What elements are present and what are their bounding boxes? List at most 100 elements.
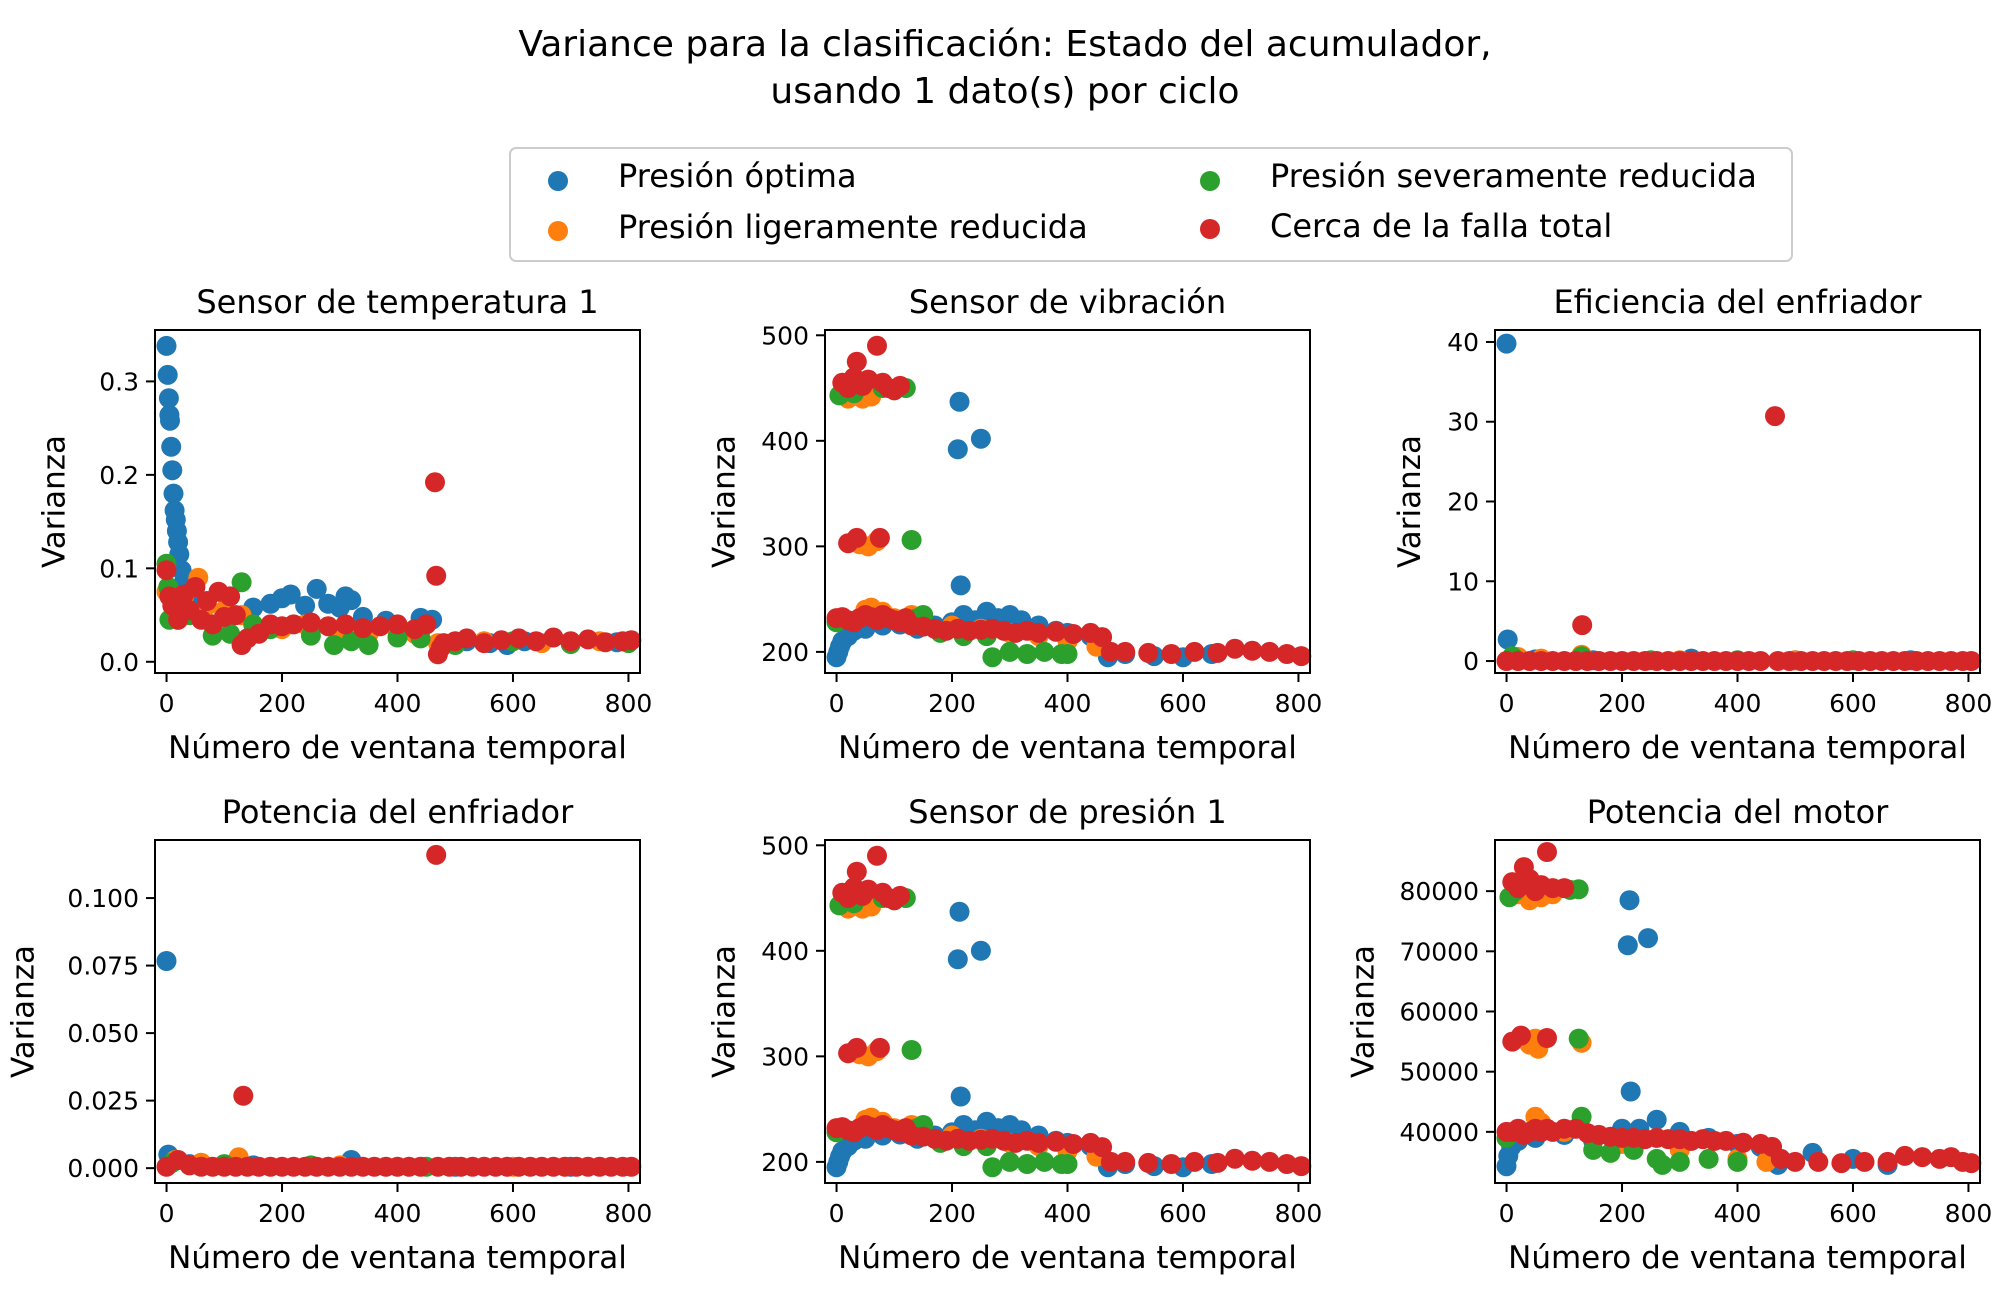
subplot-title: Potencia del enfriador [222, 793, 574, 831]
scatter-point [621, 1156, 642, 1177]
scatter-point [846, 1037, 867, 1058]
x-tick-label: 200 [928, 689, 976, 718]
scatter-point [970, 940, 991, 961]
scatter-point [1057, 1154, 1078, 1174]
scatter-point [1291, 646, 1312, 667]
scatter-point [1831, 1153, 1852, 1174]
subplot-2: Sensor de vibración 0 200 400 600 800 200 300 40… [707, 283, 1323, 766]
x-axis-label: Número de ventana temporal [1508, 730, 1967, 766]
scatter-point [1961, 1153, 1982, 1174]
y-axis-label: Varianza [37, 435, 73, 568]
scatter-point [1537, 1028, 1557, 1048]
scatter-point [595, 632, 616, 653]
legend-label-optima: Presión óptima [618, 157, 857, 195]
scatter-point [1620, 1081, 1641, 1102]
y-tick-label: 10 [1447, 567, 1479, 596]
scatter-point [1138, 1152, 1159, 1173]
scatter-point [1961, 651, 1982, 671]
scatter-point [335, 614, 356, 635]
legend: Presión óptima Presión ligeramente reduc… [509, 147, 1793, 262]
scatter-point [1765, 406, 1785, 427]
scatter-point [1537, 842, 1557, 862]
scatter-point [1877, 1151, 1898, 1172]
scatter-point [1017, 1154, 1038, 1174]
scatter-point [1259, 1151, 1280, 1172]
scatter-point [950, 1086, 971, 1107]
scatter-point [1572, 615, 1593, 636]
scatter-point [901, 530, 922, 550]
x-tick-label: 800 [1275, 689, 1323, 718]
scatter-point [508, 628, 529, 649]
scatter-point [185, 577, 206, 597]
x-tick-label: 400 [1044, 1199, 1092, 1228]
scatter-point [1028, 622, 1049, 643]
scatter-point [1583, 1139, 1604, 1160]
scatter-point [306, 578, 327, 599]
scatter-point [1619, 890, 1640, 911]
figure-title-line-2: usando 1 dato(s) por ciclo [770, 71, 1239, 112]
x-tick-label: 600 [1829, 689, 1877, 718]
scatter-point [1568, 1028, 1589, 1049]
scatter-point [1511, 1025, 1531, 1046]
y-tick-label: 0.3 [99, 367, 139, 396]
x-axis-label: Número de ventana temporal [838, 1240, 1297, 1276]
scatter-points [826, 335, 1312, 668]
scatter-point [999, 641, 1020, 662]
scatter-point [1057, 644, 1078, 664]
scatter-point [1115, 1151, 1136, 1172]
scatter-point [1652, 1154, 1673, 1175]
legend-marker-ligeramente [548, 221, 568, 241]
scatter-point [156, 335, 177, 356]
scatter-point [387, 614, 408, 635]
y-tick-label: 40000 [1399, 1118, 1479, 1147]
scatter-point [1207, 1152, 1228, 1173]
scatter-point [621, 630, 642, 651]
scatter-point [300, 612, 321, 633]
y-axis-label: Varianza [1346, 945, 1382, 1078]
scatter-point [1617, 935, 1638, 956]
scatter-point [1034, 1151, 1055, 1172]
y-tick-label: 0 [1463, 647, 1479, 676]
x-tick-label: 400 [374, 1199, 422, 1228]
x-tick-label: 400 [1714, 689, 1762, 718]
scatter-point [160, 410, 180, 431]
scatter-point [341, 631, 362, 652]
scatter-point [1727, 1151, 1748, 1172]
scatter-point [1138, 642, 1159, 663]
scatter-point [341, 590, 362, 611]
x-tick-label: 800 [605, 1199, 653, 1228]
scatter-point [280, 584, 301, 605]
y-tick-label: 30 [1447, 408, 1479, 437]
x-tick-label: 0 [1499, 1199, 1515, 1228]
y-tick-label: 0.1 [99, 554, 139, 583]
y-tick-label: 0.000 [67, 1154, 139, 1183]
scatter-point [161, 436, 182, 457]
scatter-point [947, 439, 968, 460]
scatter-point [1100, 1151, 1121, 1172]
x-tick-label: 200 [258, 1199, 306, 1228]
scatter-point [1063, 1134, 1084, 1154]
y-tick-label: 0.0 [99, 648, 139, 677]
legend-label-falla: Cerca de la falla total [1270, 207, 1612, 245]
scatter-point [1034, 641, 1055, 662]
subplot-6: Potencia del motor 0 200 400 600 800 40000 5000… [1346, 793, 1993, 1276]
scatter-point [970, 428, 991, 449]
x-tick-label: 0 [159, 1199, 175, 1228]
scatter-point [158, 388, 179, 409]
scatter-point [1733, 1132, 1754, 1153]
scatter-point [901, 1040, 922, 1060]
scatter-point [491, 630, 512, 651]
scatter-point [156, 560, 177, 581]
scatter-point [1242, 1150, 1263, 1171]
scatter-point [846, 351, 867, 372]
scatter-point [1854, 1151, 1875, 1172]
scatter-point [890, 375, 911, 396]
y-tick-label: 500 [761, 321, 809, 350]
scatter-point [1554, 878, 1575, 899]
scatter-point [1063, 624, 1084, 644]
subplot-grid: Sensor de temperatura 10 200 400 600 8000.00… [6, 283, 1993, 1276]
y-tick-label: 400 [761, 427, 809, 456]
scatter-point [324, 635, 344, 655]
x-tick-label: 600 [1829, 1199, 1877, 1228]
x-tick-label: 200 [1598, 1199, 1646, 1228]
